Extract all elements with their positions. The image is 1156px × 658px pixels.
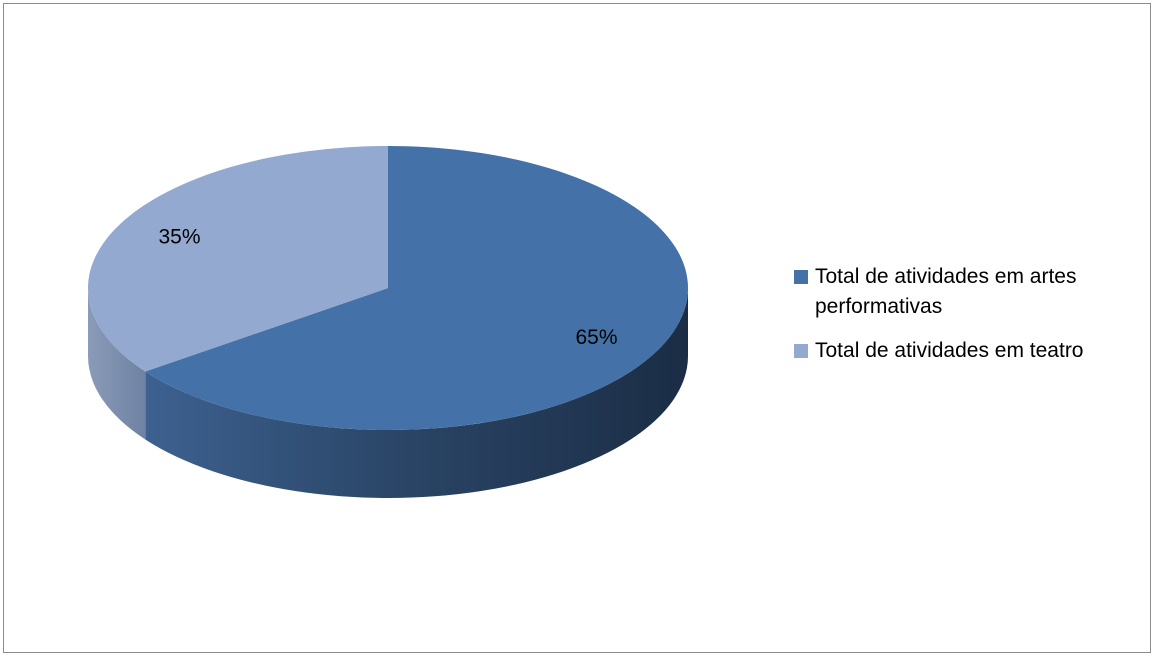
legend-label-artes-performativas: Total de atividades em artes performativ… [815,265,1077,318]
legend-item-artes-performativas: Total de atividades em artes performativ… [794,262,1144,322]
pie-side-artes-performativas [145,288,688,499]
data-label-artes-performativas: 65% [575,326,617,349]
data-label-teatro: 35% [158,225,200,248]
pie-side-teatro [88,288,146,440]
pie-slice-artes-performativas [145,146,689,431]
legend-swatch-teatro [794,344,808,358]
legend-swatch-artes-performativas [794,270,808,284]
legend-item-teatro: Total de atividades em teatro [794,336,1144,366]
chart-area: 65% 35% Total de atividades em artes perf… [3,3,1151,653]
legend-label-teatro: Total de atividades em teatro [815,339,1084,362]
legend: Total de atividades em artes performativ… [794,262,1144,380]
pie-slice-teatro [88,146,389,372]
pie-chart: 65% 35% [88,146,689,499]
